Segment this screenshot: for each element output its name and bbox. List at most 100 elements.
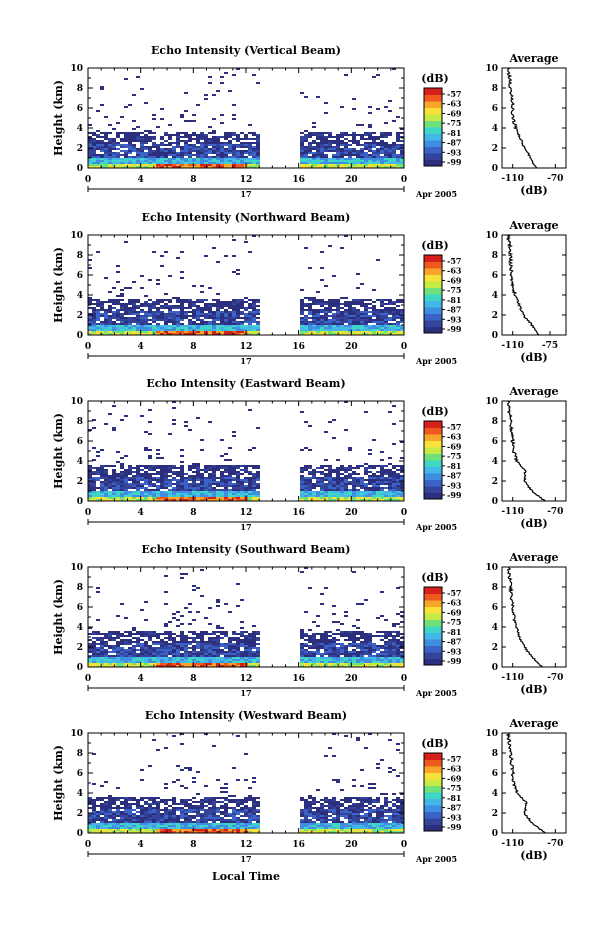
heatmap-cell — [140, 415, 144, 417]
heatmap-cell — [248, 665, 252, 667]
heatmap-cell — [136, 495, 140, 497]
average-y-tick-label: 4 — [492, 124, 498, 134]
heatmap-cell — [100, 473, 104, 475]
heatmap-cell — [196, 166, 200, 168]
heatmap-cell — [160, 144, 164, 146]
heatmap-cell — [100, 477, 104, 479]
colorbar-tick-label: -87 — [447, 471, 461, 481]
heatmap-cell — [400, 331, 404, 333]
heatmap-cell — [104, 132, 108, 134]
heatmap-cell — [108, 327, 112, 329]
heatmap-cell — [248, 473, 252, 475]
heatmap-cell — [336, 649, 340, 651]
heatmap-cell — [316, 493, 320, 495]
heatmap-cell — [232, 74, 236, 76]
heatmap-cell — [364, 305, 368, 307]
heatmap-cell — [188, 164, 192, 166]
heatmap-cell — [400, 301, 404, 303]
heatmap-cell — [224, 132, 228, 134]
heatmap-cell — [252, 493, 256, 495]
heatmap-cell — [156, 487, 160, 489]
heatmap-cell — [196, 659, 200, 661]
heatmap-cell — [300, 329, 304, 331]
heatmap-cell — [224, 655, 228, 657]
heatmap-cell — [132, 651, 136, 653]
heatmap-cell — [156, 657, 160, 659]
heatmap-cell — [208, 140, 212, 142]
heatmap-cell — [220, 631, 224, 633]
heatmap-cell — [380, 303, 384, 305]
heatmap-cell — [168, 124, 172, 126]
heatmap-cell — [196, 493, 200, 495]
heatmap-cell — [360, 637, 364, 639]
heatmap-cell — [152, 154, 156, 156]
heatmap-cell — [108, 148, 112, 150]
heatmap-cell — [392, 156, 396, 158]
heatmap-cell — [140, 635, 144, 637]
heatmap-cell — [196, 140, 200, 142]
heatmap-cell — [352, 471, 356, 473]
heatmap-cell — [136, 491, 140, 493]
heatmap-cell — [324, 154, 328, 156]
heatmap-cell — [240, 164, 244, 166]
heatmap-cell — [140, 485, 144, 487]
heatmap-cell — [140, 639, 144, 641]
heatmap-cell — [252, 625, 256, 627]
heatmap-cell — [212, 659, 216, 661]
heatmap-cell — [368, 499, 372, 501]
heatmap-cell — [148, 150, 152, 152]
heatmap-cell — [316, 325, 320, 327]
heatmap-cell — [192, 647, 196, 649]
heatmap-cell — [212, 481, 216, 483]
heatmap-cell — [252, 148, 256, 150]
heatmap-cell — [192, 657, 196, 659]
heatmap-cell — [304, 659, 308, 661]
heatmap-cell — [96, 142, 100, 144]
heatmap-cell — [140, 631, 144, 633]
heatmap-cell — [364, 643, 368, 645]
heatmap-cell — [224, 603, 228, 605]
heatmap-cell — [248, 479, 252, 481]
heatmap-cell — [124, 651, 128, 653]
heatmap-cell — [328, 491, 332, 493]
heatmap-cell — [252, 74, 256, 76]
heatmap-cell — [352, 325, 356, 327]
heatmap-cell — [308, 313, 312, 315]
heatmap-cell — [160, 305, 164, 307]
heatmap-cell — [364, 158, 368, 160]
heatmap-cell — [212, 471, 216, 473]
heatmap-cell — [128, 663, 132, 665]
heatmap-cell — [204, 152, 208, 154]
heatmap-cell — [256, 661, 260, 663]
heatmap-cell — [256, 663, 260, 665]
heatmap-cell — [248, 331, 252, 333]
heatmap-cell — [136, 475, 140, 477]
heatmap-cell — [372, 321, 376, 323]
heatmap-cell — [216, 154, 220, 156]
panel-0: Echo Intensity (Vertical Beam)0246810Hei… — [52, 44, 567, 199]
heatmap-cell — [168, 321, 172, 323]
heatmap-cell — [208, 138, 212, 140]
heatmap-cell — [196, 156, 200, 158]
heatmap-cell — [316, 651, 320, 653]
heatmap-cell — [304, 499, 308, 501]
heatmap-cell — [108, 475, 112, 477]
heatmap-cell — [104, 477, 108, 479]
heatmap-cell — [356, 303, 360, 305]
heatmap-cell — [388, 489, 392, 491]
heatmap-cell — [384, 136, 388, 138]
heatmap-cell — [340, 140, 344, 142]
heatmap-cell — [124, 287, 128, 289]
heatmap-cell — [160, 158, 164, 160]
heatmap-cell — [324, 166, 328, 168]
heatmap-cell — [352, 653, 356, 655]
heatmap-cell — [360, 485, 364, 487]
average-frame — [501, 400, 567, 502]
heatmap-cell — [212, 136, 216, 138]
heatmap-cell — [192, 138, 196, 140]
heatmap-cell — [160, 301, 164, 303]
heatmap-cell — [368, 453, 372, 455]
heatmap-cell — [180, 154, 184, 156]
heatmap-cell — [160, 265, 164, 267]
heatmap-cell — [180, 657, 184, 659]
